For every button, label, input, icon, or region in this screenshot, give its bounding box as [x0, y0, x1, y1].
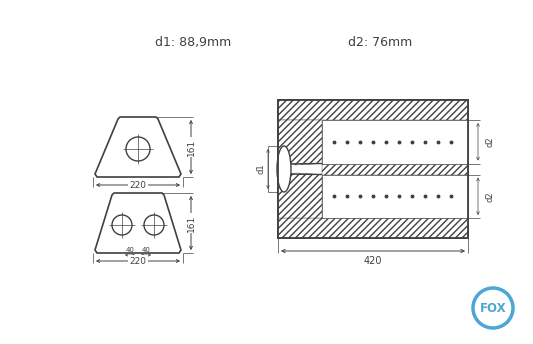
- Bar: [278, 100, 468, 120]
- Text: 220: 220: [130, 181, 147, 190]
- Text: 220: 220: [130, 257, 147, 266]
- Bar: [322, 120, 468, 163]
- Text: 161: 161: [187, 214, 196, 232]
- Text: d2: d2: [486, 191, 495, 202]
- Text: 161: 161: [187, 138, 196, 155]
- Text: 40: 40: [126, 247, 134, 252]
- Text: 420: 420: [364, 256, 382, 266]
- Text: d2: 76mm: d2: 76mm: [348, 35, 412, 49]
- Circle shape: [473, 288, 513, 328]
- Text: d1: d1: [256, 164, 265, 174]
- Bar: [278, 100, 468, 238]
- Text: 40: 40: [142, 247, 150, 252]
- Text: d1: 88,9mm: d1: 88,9mm: [155, 35, 231, 49]
- Bar: [322, 163, 468, 174]
- Polygon shape: [95, 117, 181, 177]
- Polygon shape: [95, 193, 181, 253]
- Bar: [278, 218, 468, 238]
- Bar: [322, 174, 468, 218]
- Polygon shape: [278, 173, 322, 218]
- Bar: [278, 100, 468, 238]
- Polygon shape: [278, 120, 322, 165]
- Text: d2: d2: [486, 137, 495, 147]
- Text: FOX: FOX: [480, 301, 506, 314]
- Ellipse shape: [277, 146, 291, 192]
